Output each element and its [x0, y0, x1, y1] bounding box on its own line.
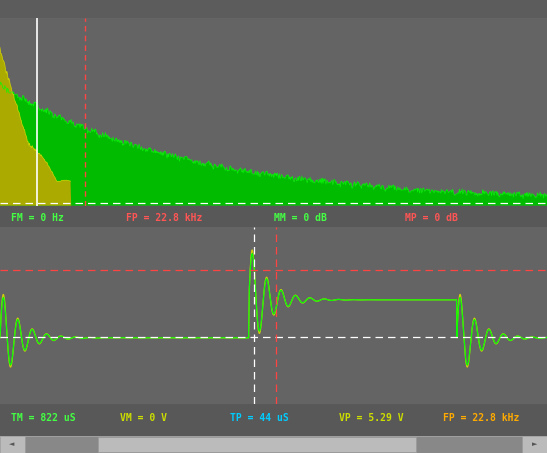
Text: TM = 822 uS: TM = 822 uS — [11, 413, 75, 424]
Text: FM = 0 Hz: FM = 0 Hz — [11, 212, 64, 222]
Text: MP = 0 dB: MP = 0 dB — [405, 212, 458, 222]
Text: ►: ► — [532, 441, 538, 448]
Text: FP = 22.8 kHz: FP = 22.8 kHz — [126, 212, 202, 222]
Bar — [98, 437, 416, 452]
Text: VP = 5.29 V: VP = 5.29 V — [339, 413, 404, 424]
Text: FP = 22.8 kHz: FP = 22.8 kHz — [443, 413, 520, 424]
Bar — [0, 436, 25, 453]
Bar — [522, 436, 547, 453]
Text: ◄: ◄ — [9, 441, 15, 448]
Text: MM = 0 dB: MM = 0 dB — [274, 212, 327, 222]
Text: VM = 0 V: VM = 0 V — [120, 413, 167, 424]
Text: TP = 44 uS: TP = 44 uS — [230, 413, 288, 424]
